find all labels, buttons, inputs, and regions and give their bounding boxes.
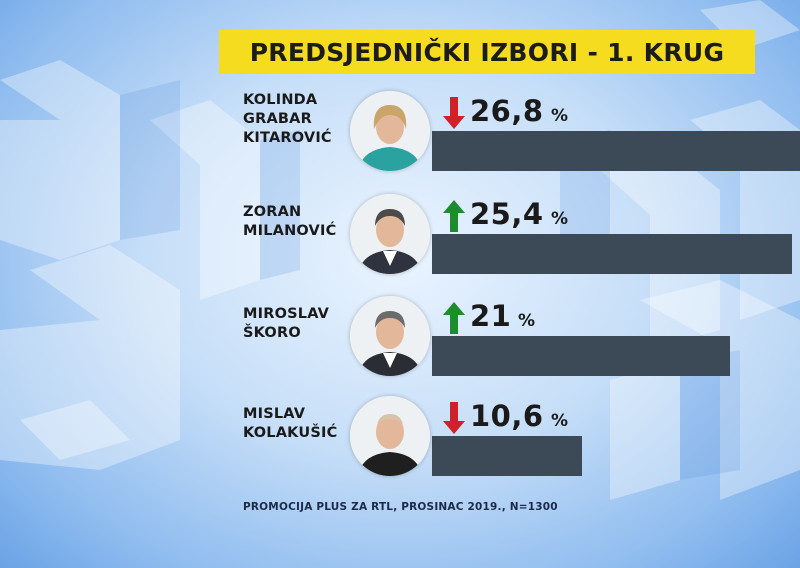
candidate-row: MIROSLAV ŠKORO 21% bbox=[0, 290, 800, 390]
value-label: 10,6 bbox=[470, 399, 544, 433]
arrow-down-icon bbox=[443, 97, 465, 129]
candidate-name: KOLINDA GRABAR KITAROVIĆ bbox=[243, 91, 363, 148]
bar bbox=[432, 234, 792, 274]
unit-label: % bbox=[551, 209, 569, 229]
unit-label: % bbox=[551, 411, 569, 431]
source-note: PROMOCIJA PLUS ZA RTL, PROSINAC 2019., N… bbox=[243, 501, 558, 513]
candidate-name-line: ZORAN bbox=[243, 204, 302, 220]
arrow-up-icon bbox=[443, 302, 465, 334]
bar bbox=[432, 436, 582, 476]
arrow-down-icon bbox=[443, 402, 465, 434]
value-label: 25,4 bbox=[470, 197, 544, 231]
value-label: 21 bbox=[470, 299, 512, 333]
candidate-photo bbox=[350, 396, 430, 476]
bar bbox=[432, 131, 800, 171]
candidate-name-line: ŠKORO bbox=[243, 325, 301, 341]
candidate-name-line: KOLAKUŠIĆ bbox=[243, 425, 338, 441]
candidate-name-line: KOLINDA bbox=[243, 91, 318, 108]
candidate-photo bbox=[350, 194, 430, 274]
candidate-photo bbox=[350, 296, 430, 376]
candidate-name-line: MISLAV bbox=[243, 406, 306, 422]
candidate-row: MISLAV KOLAKUŠIĆ 10,6% bbox=[0, 390, 800, 490]
unit-label: % bbox=[551, 106, 569, 126]
chart-title: PREDSJEDNIČKI IZBORI - 1. KRUG bbox=[219, 30, 755, 74]
candidate-name: MIROSLAV ŠKORO bbox=[243, 305, 363, 343]
unit-label: % bbox=[518, 311, 536, 331]
candidate-name-line: GRABAR bbox=[243, 110, 312, 127]
candidate-row: ZORAN MILANOVIĆ 25,4% bbox=[0, 188, 800, 288]
bar bbox=[432, 336, 730, 376]
candidate-name-line: MIROSLAV bbox=[243, 306, 330, 322]
arrow-up-icon bbox=[443, 200, 465, 232]
candidate-photo bbox=[350, 91, 430, 171]
candidate-row: KOLINDA GRABAR KITAROVIĆ 26,8% bbox=[0, 85, 800, 185]
candidate-name-line: KITAROVIĆ bbox=[243, 129, 332, 146]
candidate-name: MISLAV KOLAKUŠIĆ bbox=[243, 405, 363, 443]
value-label: 26,8 bbox=[470, 94, 544, 128]
candidate-name-line: MILANOVIĆ bbox=[243, 223, 337, 239]
candidate-name: ZORAN MILANOVIĆ bbox=[243, 203, 363, 241]
